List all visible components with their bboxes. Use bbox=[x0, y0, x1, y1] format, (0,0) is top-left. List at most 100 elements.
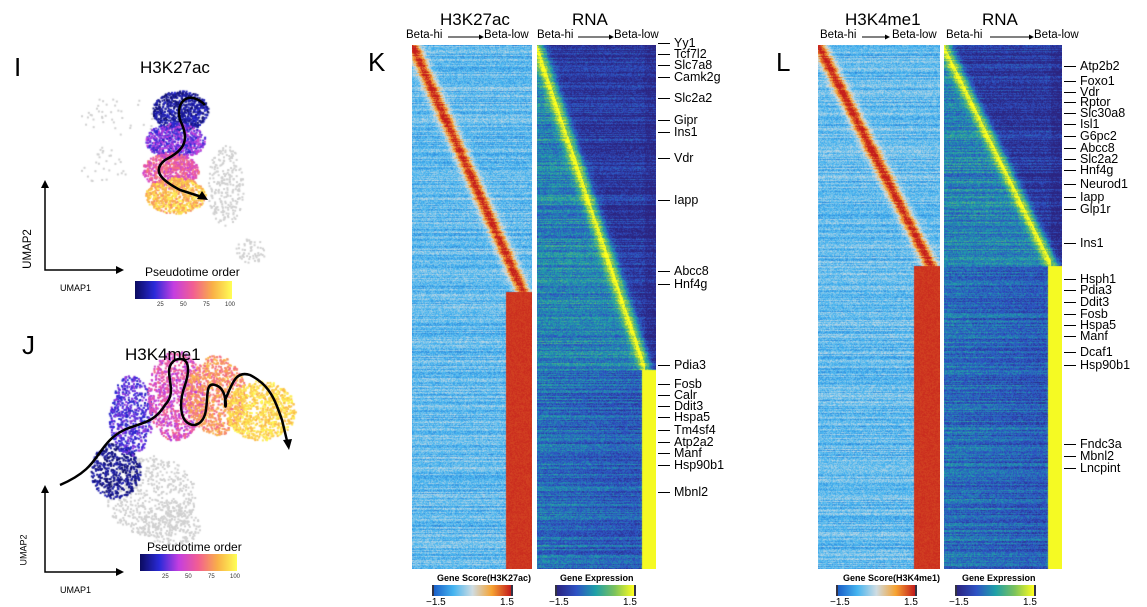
gene-label: Ins1 bbox=[674, 125, 698, 139]
gene-tick bbox=[1064, 113, 1076, 115]
gene-tick bbox=[658, 442, 670, 444]
pt-tick: 50 bbox=[180, 302, 187, 308]
gene-tick bbox=[1064, 66, 1076, 68]
beta-low-label: Beta-low bbox=[1034, 29, 1079, 41]
colorbar-title-l-right: Gene Expression bbox=[962, 573, 1036, 583]
gene-label: Slc2a2 bbox=[674, 91, 713, 105]
heatmap-k-h3k27ac bbox=[412, 45, 532, 569]
heatmap-l-rna bbox=[944, 45, 1062, 569]
gene-label: Foxo1 bbox=[1080, 74, 1115, 88]
gene-label: Dcaf1 bbox=[1080, 345, 1113, 359]
gene-tick bbox=[658, 132, 670, 134]
gene-tick bbox=[658, 158, 670, 160]
gene-tick bbox=[1064, 468, 1076, 470]
umap-axes bbox=[41, 96, 292, 576]
gene-label: Tcf7l2 bbox=[674, 47, 707, 61]
gene-tick bbox=[1064, 184, 1076, 186]
gene-tick bbox=[1064, 91, 1076, 93]
umap-xaxis-label-j: UMAP1 bbox=[60, 585, 92, 595]
colorbar-min: −1.5 bbox=[549, 597, 569, 607]
gene-tick bbox=[1064, 325, 1076, 327]
gene-tick bbox=[658, 271, 670, 273]
umap-scatter-j bbox=[80, 335, 320, 555]
panel-letter-j: J bbox=[22, 330, 35, 360]
gene-label: Tm4sf4 bbox=[674, 423, 716, 437]
gene-label: Pdia3 bbox=[674, 358, 706, 372]
pt-tick: 50 bbox=[185, 574, 192, 580]
gene-tick bbox=[658, 430, 670, 432]
pt-tick: 25 bbox=[162, 574, 169, 580]
colorbar-max: 1.5 bbox=[1023, 597, 1037, 607]
beta-hi-label: Beta-hi bbox=[406, 29, 443, 41]
colorbar-k-right bbox=[555, 585, 636, 596]
colorbar-max: 1.5 bbox=[904, 597, 918, 607]
gene-tick bbox=[658, 453, 670, 455]
gene-tick bbox=[658, 465, 670, 467]
gene-label: Slc30a8 bbox=[1080, 106, 1126, 120]
gene-tick bbox=[1064, 148, 1076, 150]
pseudotime-colorbar-i bbox=[135, 281, 232, 299]
colorbar-title-l-left: Gene Score(H3K4me1) bbox=[843, 573, 941, 583]
gene-label: Manf bbox=[674, 446, 702, 460]
gene-label: Rptor bbox=[1080, 95, 1111, 109]
gene-tick bbox=[1064, 314, 1076, 316]
heatmap-title-l-right: RNA bbox=[982, 10, 1018, 29]
umap-title-j: H3K4me1 bbox=[125, 345, 201, 364]
pt-tick: 100 bbox=[230, 574, 241, 580]
gene-label: Calr bbox=[674, 388, 697, 402]
trajectory-arrow-j bbox=[59, 357, 290, 487]
gene-label: Abcc8 bbox=[674, 264, 709, 278]
gene-tick bbox=[1064, 279, 1076, 281]
gene-tick bbox=[1064, 159, 1076, 161]
gene-tick bbox=[1064, 197, 1076, 199]
gene-label: Fosb bbox=[674, 377, 702, 391]
gene-tick bbox=[658, 406, 670, 408]
gene-label: Hsp90b1 bbox=[1080, 358, 1131, 372]
beta-low-label: Beta-low bbox=[892, 29, 937, 41]
gene-tick bbox=[1064, 352, 1076, 354]
gene-label: Isl1 bbox=[1080, 117, 1100, 131]
umap-title-i: H3K27ac bbox=[140, 58, 210, 77]
gene-tick bbox=[658, 43, 670, 45]
gene-label: Mbnl2 bbox=[674, 485, 709, 499]
heatmap-k-rna bbox=[537, 45, 656, 569]
colorbar-k-left bbox=[432, 585, 513, 596]
gene-label: Iapp bbox=[1080, 190, 1105, 204]
gene-label: Hnf4g bbox=[674, 277, 708, 291]
gene-label: Atp2a2 bbox=[674, 435, 714, 449]
gene-tick bbox=[658, 384, 670, 386]
gene-label: Lncpint bbox=[1080, 461, 1121, 475]
gene-tick bbox=[658, 65, 670, 67]
colorbar-title-k-right: Gene Expression bbox=[560, 573, 634, 583]
gene-label: Hnf4g bbox=[1080, 163, 1114, 177]
gene-tick bbox=[1064, 170, 1076, 172]
panel-letter-i: I bbox=[14, 52, 22, 82]
gene-tick bbox=[658, 365, 670, 367]
umap-xaxis-label-i: UMAP1 bbox=[60, 283, 92, 293]
pseudotime-colorbar-title-i: Pseudotime order bbox=[145, 265, 240, 279]
gene-tick bbox=[658, 492, 670, 494]
gene-label: Iapp bbox=[674, 193, 699, 207]
colorbar-title-k-left: Gene Score(H3K27ac) bbox=[437, 573, 532, 583]
gene-tick bbox=[658, 200, 670, 202]
gene-tick bbox=[658, 98, 670, 100]
gene-label: Camk2g bbox=[674, 70, 721, 84]
umap-scatter-i bbox=[60, 75, 280, 275]
colorbar-min: −1.5 bbox=[426, 597, 446, 607]
gene-label: Manf bbox=[1080, 329, 1108, 343]
pt-tick: 75 bbox=[208, 574, 215, 580]
gene-tick bbox=[658, 54, 670, 56]
beta-hi-label: Beta-hi bbox=[537, 29, 574, 41]
gene-tick bbox=[658, 395, 670, 397]
gene-label: Ddit3 bbox=[1080, 295, 1110, 309]
trajectory-arrow-i bbox=[157, 96, 206, 200]
gene-tick bbox=[1064, 290, 1076, 292]
heatmap-l-h3k4me1 bbox=[818, 45, 940, 569]
gene-tick bbox=[1064, 456, 1076, 458]
gene-tick bbox=[1064, 444, 1076, 446]
gene-label: Slc7a8 bbox=[674, 58, 713, 72]
gene-tick bbox=[658, 120, 670, 122]
gene-label: G6pc2 bbox=[1080, 129, 1117, 143]
gene-label: Ins1 bbox=[1080, 236, 1104, 250]
